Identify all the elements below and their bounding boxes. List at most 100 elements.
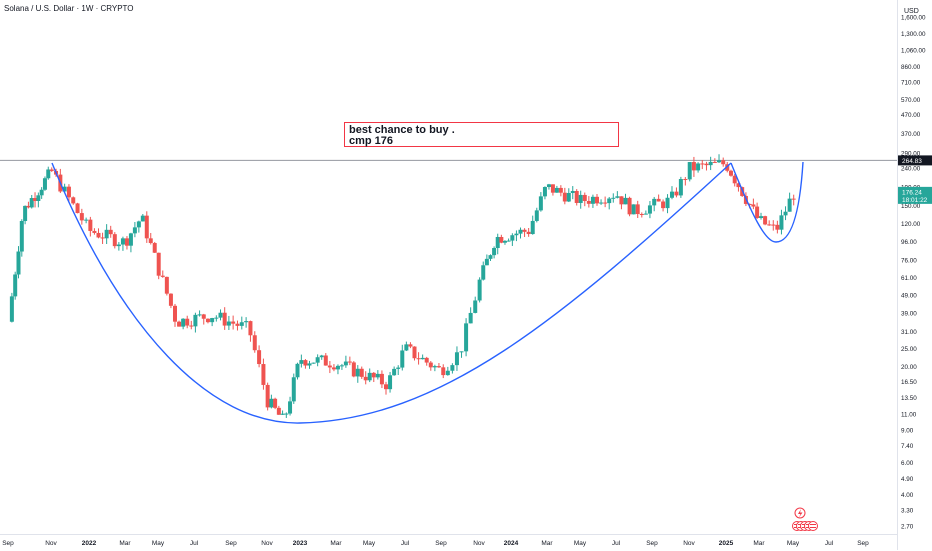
price-tick-label: 240.00: [901, 166, 921, 173]
candle-down: [683, 179, 688, 181]
candle-up: [678, 179, 683, 196]
candle-down: [526, 231, 531, 235]
candle-down: [691, 162, 696, 171]
candle-down: [574, 190, 579, 203]
price-tick-label: 9.00: [901, 428, 914, 435]
price-tick-label: 120.00: [901, 221, 921, 228]
candle-up: [404, 344, 409, 351]
time-tick-label: Sep: [2, 540, 14, 547]
countdown-text: 18:01:22: [902, 197, 928, 204]
candle-up: [542, 187, 547, 197]
candle-down: [164, 276, 169, 294]
candle-up: [590, 196, 595, 204]
time-tick-label: May: [574, 540, 587, 547]
candle-down: [33, 198, 38, 201]
candle-up: [375, 373, 380, 378]
candle-up: [136, 221, 141, 228]
price-tick-label: 16.50: [901, 379, 917, 386]
candle-up: [218, 312, 223, 318]
candle-up: [481, 265, 486, 280]
candle-down: [124, 238, 129, 246]
candle-up: [578, 194, 583, 203]
annotation-note[interactable]: best chance to buy . cmp 176: [344, 122, 619, 147]
price-tick-label: 860.00: [901, 64, 921, 71]
candle-up: [518, 229, 523, 234]
candle-up: [450, 365, 455, 371]
candle-up: [239, 322, 244, 326]
price-tick-label: 76.00: [901, 257, 917, 264]
time-tick-label: 2023: [293, 540, 308, 547]
price-tick-label: 96.00: [901, 239, 917, 246]
time-axis[interactable]: [0, 534, 897, 551]
candle-up: [708, 161, 713, 166]
price-tick-label: 370.00: [901, 131, 921, 138]
candle-down: [205, 318, 210, 323]
price-axis[interactable]: [897, 0, 932, 550]
candle-down: [763, 216, 768, 225]
candle-up: [454, 352, 459, 366]
symbol-title[interactable]: Solana / U.S. Dollar · 1W · CRYPTO: [4, 4, 134, 13]
candle-down: [562, 192, 567, 202]
candle-up: [13, 274, 18, 297]
candle-down: [359, 368, 364, 377]
candle-up: [647, 205, 652, 214]
candle-up: [623, 197, 628, 205]
candle-up: [631, 204, 636, 215]
candle-up: [392, 368, 397, 376]
candle-up: [687, 162, 692, 180]
candle-down: [424, 357, 429, 363]
candle-up: [343, 361, 348, 366]
candle-down: [112, 234, 117, 247]
candle-up: [420, 357, 425, 360]
candle-down: [331, 367, 336, 370]
candle-down: [160, 275, 165, 277]
candle-down: [550, 184, 555, 193]
time-tick-label: Mar: [330, 540, 342, 547]
candle-up: [652, 198, 657, 206]
candle-up: [400, 350, 405, 368]
time-tick-label: Jul: [401, 540, 410, 547]
candle-up: [665, 197, 670, 209]
candle-down: [88, 219, 93, 231]
candle-up: [62, 186, 67, 192]
candle-down: [725, 164, 730, 171]
candle-down: [775, 224, 780, 230]
candle-up: [284, 413, 289, 415]
time-tick-label: Nov: [45, 540, 57, 547]
candle-up: [244, 321, 249, 323]
candle-down: [704, 163, 709, 166]
candle-down: [185, 318, 190, 326]
candle-down: [177, 321, 182, 327]
candle-up: [315, 357, 320, 363]
price-tick-label: 31.00: [901, 329, 917, 336]
price-tick-label: 710.00: [901, 79, 921, 86]
candle-up: [214, 317, 219, 319]
price-tick-label: 20.00: [901, 364, 917, 371]
candle-down: [627, 197, 632, 215]
price-tick-label: 39.00: [901, 311, 917, 318]
candle-up: [132, 227, 137, 234]
candle-up: [36, 195, 41, 201]
candle-down: [363, 376, 368, 381]
candle-down: [732, 175, 737, 184]
candle-down: [248, 321, 253, 336]
candle-up: [46, 169, 51, 179]
candle-up: [280, 413, 285, 415]
plot-area[interactable]: [0, 0, 897, 534]
price-tick-label: 150.00: [901, 203, 921, 210]
candle-up: [554, 187, 559, 193]
candle-down: [499, 236, 504, 243]
candle-down: [755, 206, 760, 218]
candle-up: [193, 314, 198, 327]
candle-down: [235, 323, 240, 326]
price-tick-label: 1,300.00: [901, 31, 926, 38]
cup-curve: [51, 162, 732, 424]
candle-down: [522, 229, 527, 232]
candle-down: [635, 204, 640, 215]
candle-down: [261, 364, 266, 385]
candle-up: [307, 363, 312, 366]
candle-down: [26, 205, 31, 208]
time-tick-label: 2024: [504, 540, 519, 547]
price-tick-label: 570.00: [901, 97, 921, 104]
